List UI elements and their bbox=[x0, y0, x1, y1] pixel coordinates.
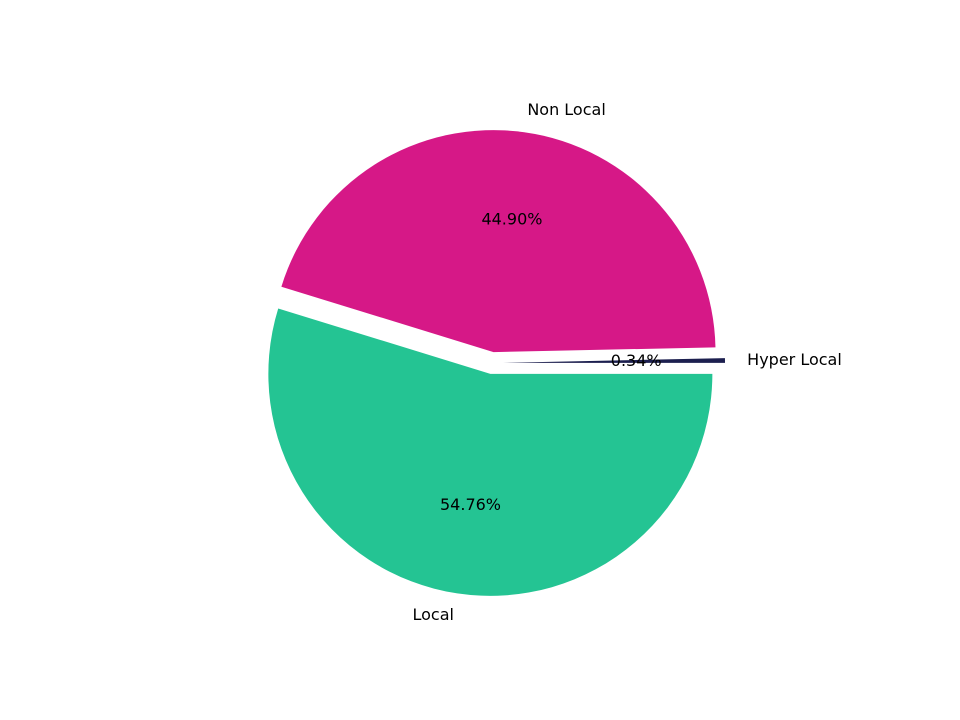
slice-label: Non Local bbox=[527, 100, 605, 119]
pie-slice bbox=[502, 358, 725, 363]
value-label: 0.34% bbox=[611, 351, 662, 370]
slice-label: Hyper Local bbox=[747, 350, 842, 369]
slice-label: Local bbox=[413, 605, 454, 624]
pie-slice bbox=[268, 308, 713, 596]
value-label: 44.90% bbox=[481, 210, 542, 229]
pie-slice bbox=[281, 130, 716, 353]
value-label: 54.76% bbox=[440, 495, 501, 514]
